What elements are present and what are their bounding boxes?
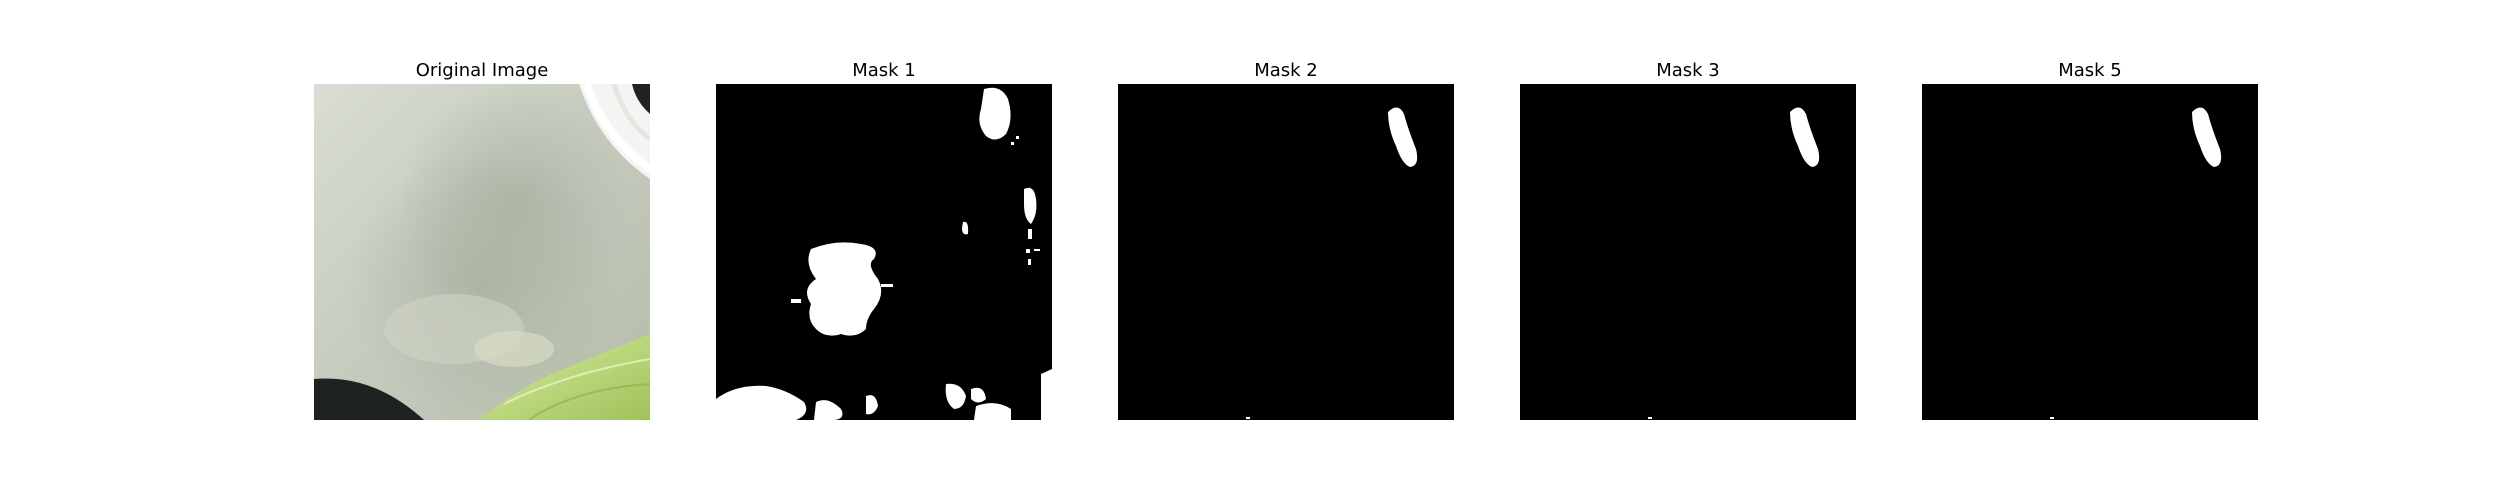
panel-title: Mask 2: [1254, 60, 1318, 81]
panel-title: Mask 5: [2058, 60, 2122, 81]
mask-1-image: [716, 84, 1052, 420]
original-image: [314, 84, 650, 420]
panel-title: Original Image: [415, 60, 549, 81]
mask-3-image: [1520, 84, 1856, 420]
mask-2-image: [1118, 84, 1454, 420]
panel-title: Mask 1: [852, 60, 916, 81]
mask-5-image: [1922, 84, 2258, 420]
panel-title: Mask 3: [1656, 60, 1720, 81]
